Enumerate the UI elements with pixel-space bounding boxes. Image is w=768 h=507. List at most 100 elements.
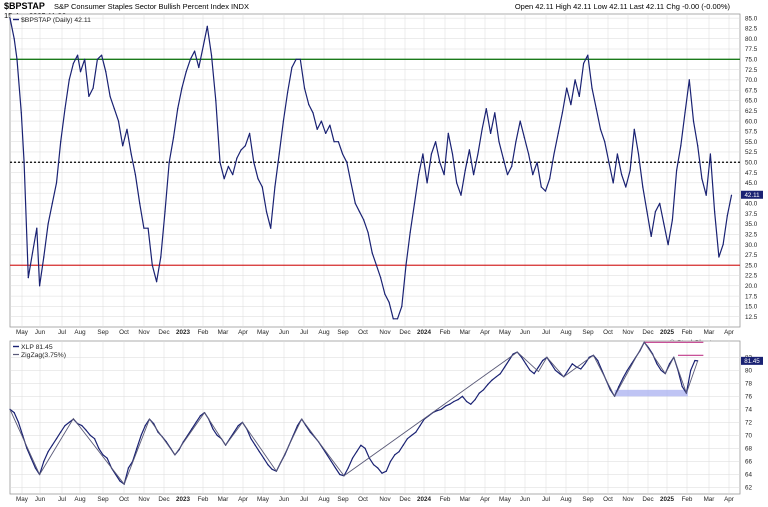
top-panel-data-point xyxy=(270,227,272,229)
bottom-panel-data-point xyxy=(466,400,468,403)
top-panel-data-point xyxy=(490,132,492,134)
top-panel-x-tick-label: Sep xyxy=(97,329,109,336)
top-panel-data-point xyxy=(396,318,399,320)
bottom-panel-data-point xyxy=(559,373,561,375)
top-panel-data-point xyxy=(688,79,690,81)
top-panel-y-tick-label: 40.0 xyxy=(745,201,758,208)
top-panel-data-point xyxy=(663,223,665,225)
bottom-panel-data-point xyxy=(521,356,523,358)
bottom-panel-x-tick-label: 2023 xyxy=(176,496,191,503)
top-panel-data-point xyxy=(718,256,720,258)
bottom-panel-data-point xyxy=(542,359,544,362)
top-panel-data-point xyxy=(206,25,208,27)
top-panel-data-point xyxy=(109,95,111,97)
bottom-panel-data-point xyxy=(30,457,32,459)
bottom-panel-data-point xyxy=(216,434,218,436)
top-panel-data-point xyxy=(612,182,614,184)
bottom-panel-legend-label: XLP 81.45 xyxy=(21,344,53,351)
zigzag-legend-label: ZigZag(3.75%) xyxy=(21,352,66,359)
top-panel-data-point xyxy=(51,202,53,204)
top-panel-data-point xyxy=(667,244,669,246)
bottom-panel-data-point xyxy=(635,356,637,358)
top-panel-data-point xyxy=(126,128,128,130)
bottom-panel-data-point xyxy=(457,399,459,401)
top-panel-data-point xyxy=(608,161,610,163)
top-panel-x-tick-label: May xyxy=(16,329,29,336)
top-panel-data-point xyxy=(232,174,234,176)
bottom-panel-data-point xyxy=(360,444,362,446)
last-label: Last xyxy=(629,2,644,11)
bottom-panel-data-point xyxy=(533,373,535,375)
top-panel-data-point xyxy=(583,62,585,64)
top-panel-y-tick-label: 72.5 xyxy=(745,67,758,74)
top-panel-data-point xyxy=(511,165,513,167)
bottom-panel-x-tick-label: Dec xyxy=(399,496,410,503)
top-panel-data-point xyxy=(443,174,445,176)
watermark: © StockCharts.com xyxy=(669,340,730,347)
exchange-text: INDX xyxy=(231,2,249,11)
bottom-panel-data-point xyxy=(212,428,214,430)
bottom-panel-data-point xyxy=(203,412,206,414)
bottom-panel-data-point xyxy=(330,460,332,462)
top-panel-data-point xyxy=(77,54,79,56)
bottom-panel-data-point xyxy=(301,418,303,420)
top-panel-data-point xyxy=(722,244,724,246)
bottom-panel-last-value-label: 81.45 xyxy=(744,358,760,365)
top-panel-data-point xyxy=(367,231,369,233)
top-panel-data-point xyxy=(637,153,640,155)
top-panel-data-point xyxy=(680,145,682,147)
bottom-panel-data-point xyxy=(144,425,146,427)
top-panel-data-point xyxy=(244,145,246,147)
bottom-panel-x-tick-label: Aug xyxy=(318,496,330,503)
top-panel-x-tick-label: May xyxy=(499,329,512,336)
top-panel-x-tick-label: Nov xyxy=(138,329,150,336)
bottom-panel-data-point xyxy=(64,425,66,427)
top-panel-data-point xyxy=(456,182,458,184)
top-panel-x-tick-label: Jun xyxy=(279,329,290,336)
bottom-panel-x-tick-label: Jun xyxy=(35,496,46,503)
top-panel-data-point xyxy=(240,149,242,151)
bottom-panel-data-point xyxy=(474,399,476,401)
top-panel-data-point xyxy=(604,141,606,143)
bottom-panel-data-point xyxy=(436,410,438,412)
top-panel-y-tick-label: 45.0 xyxy=(745,180,758,187)
top-panel-x-tick-label: Dec xyxy=(642,329,653,336)
top-panel-data-point xyxy=(730,194,733,196)
top-panel-x-tick-label: Oct xyxy=(358,329,368,336)
top-panel-data-point xyxy=(553,153,555,155)
bottom-panel-data-point xyxy=(89,434,91,436)
top-panel-x-tick-label: Sep xyxy=(337,329,349,336)
top-panel-data-point xyxy=(139,202,141,204)
top-panel-data-point xyxy=(227,165,229,167)
bottom-panel-y-tick-label: 72 xyxy=(745,420,753,427)
bottom-panel-data-point xyxy=(381,472,383,474)
bottom-panel-data-point xyxy=(119,480,121,482)
bottom-panel-x-tick-label: Jul xyxy=(542,496,550,503)
open-value: 42.11 xyxy=(535,2,554,11)
top-panel-y-tick-label: 52.5 xyxy=(745,149,758,156)
bottom-panel-data-point xyxy=(364,447,366,449)
bottom-panel-data-point xyxy=(165,441,167,443)
high-label: High xyxy=(555,2,572,11)
bottom-panel-data-point xyxy=(296,425,299,427)
top-panel-data-point xyxy=(544,190,547,192)
top-panel-x-tick-label: 2025 xyxy=(660,329,675,336)
top-panel-data-point xyxy=(105,71,107,73)
top-panel-x-tick-label: Dec xyxy=(158,329,169,336)
chg-label: Chg xyxy=(666,2,680,11)
bottom-panel-data-point xyxy=(191,428,193,430)
bottom-panel-x-tick-label: Sep xyxy=(97,496,109,503)
top-panel-data-point xyxy=(451,153,454,155)
bottom-panel-data-point xyxy=(77,423,79,425)
bottom-panel-data-point xyxy=(241,421,244,423)
bottom-panel-data-point xyxy=(664,373,666,375)
bottom-panel-y-tick-label: 66 xyxy=(745,459,753,466)
bottom-panel-data-point xyxy=(305,425,307,427)
top-panel-data-point xyxy=(481,128,483,130)
top-panel-data-point xyxy=(709,153,712,155)
bottom-panel-data-point xyxy=(588,356,590,358)
bottom-panel-y-tick-label: 76 xyxy=(745,394,753,401)
bottom-panel-data-point xyxy=(271,468,273,470)
